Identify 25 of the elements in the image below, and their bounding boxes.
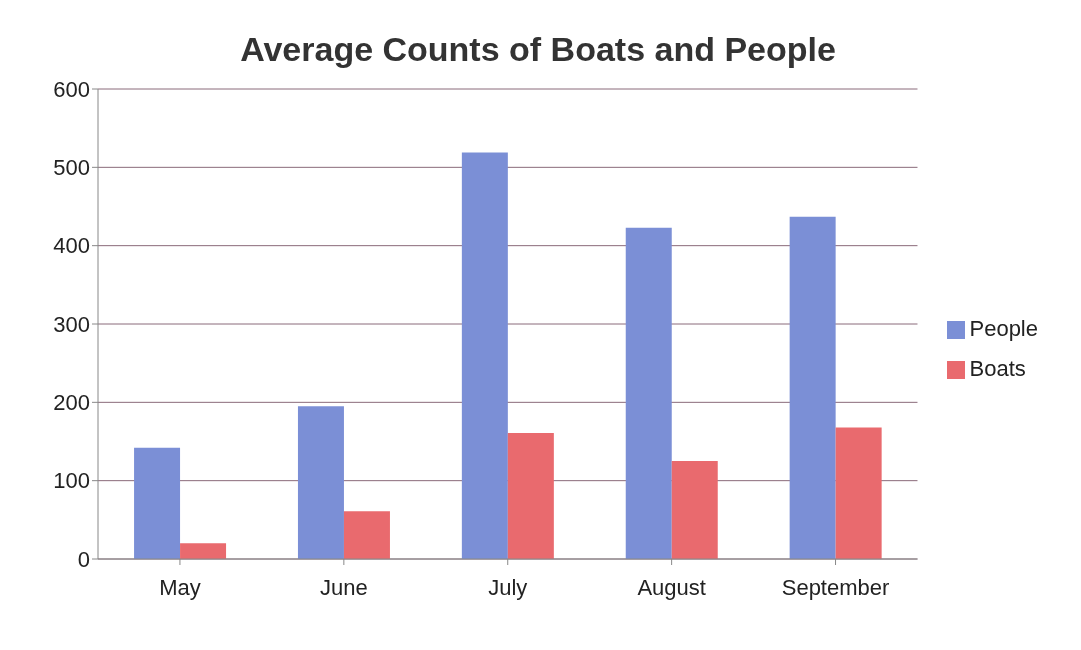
x-tick-label: August <box>637 574 706 600</box>
bar <box>789 216 836 559</box>
legend-label: People <box>969 316 1038 341</box>
x-tick-label: July <box>488 574 528 600</box>
bar <box>835 427 882 559</box>
x-tick-label: June <box>319 574 368 600</box>
bar <box>625 227 672 559</box>
legend-label: Boats <box>969 356 1026 381</box>
bar <box>507 432 554 559</box>
chart-title: Average Counts of Boats and People <box>239 30 837 69</box>
y-tick-label: 600 <box>53 76 90 102</box>
bar <box>180 543 227 559</box>
y-tick-label: 0 <box>77 546 90 572</box>
y-tick-label: 500 <box>53 155 90 181</box>
bar <box>461 152 508 559</box>
bar <box>343 511 390 559</box>
y-tick-label: 400 <box>53 233 90 259</box>
bar <box>671 461 718 559</box>
y-tick-label: 200 <box>53 390 90 416</box>
y-tick-label: 300 <box>53 311 90 337</box>
bar <box>134 447 181 559</box>
x-tick-label: May <box>159 574 201 600</box>
y-tick-label: 100 <box>53 468 90 494</box>
x-tick-label: September <box>781 574 890 600</box>
bar <box>297 406 344 559</box>
